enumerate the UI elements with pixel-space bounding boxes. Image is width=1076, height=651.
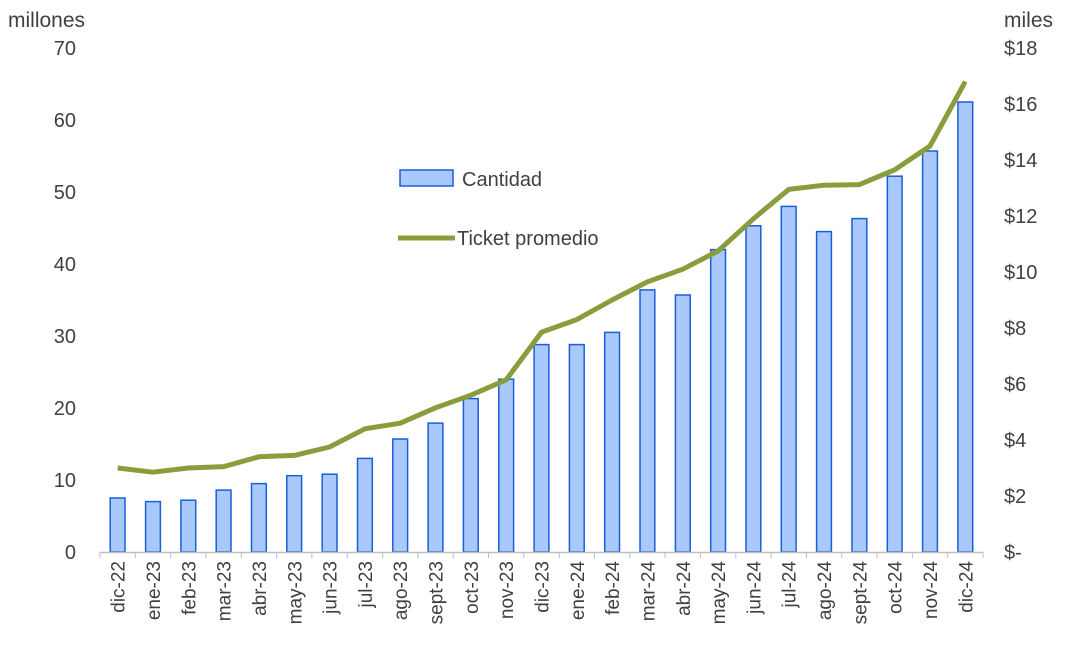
- x-tick-label: oct-24: [886, 561, 907, 614]
- bar: [886, 175, 903, 553]
- bar: [780, 205, 797, 553]
- bar: [709, 248, 727, 553]
- x-tick-label: abr-24: [674, 561, 695, 616]
- bar: [921, 150, 939, 553]
- bar: [851, 217, 868, 553]
- right-axis-tick-label: $4: [1004, 430, 1026, 452]
- x-tick-label: jun-23: [321, 561, 342, 615]
- x-tick-label: jul-23: [356, 561, 377, 608]
- bar: [815, 230, 833, 553]
- right-axis-tick-label: $16: [1004, 94, 1037, 116]
- x-tick-label: mar-24: [639, 561, 660, 622]
- right-axis-tick-label: $-: [1004, 542, 1022, 564]
- left-axis-tick-label: 0: [65, 542, 76, 564]
- x-tick-label: mar-23: [215, 561, 236, 621]
- x-tick-label: ene-23: [144, 561, 165, 620]
- right-axis-tick-label: $12: [1004, 206, 1037, 228]
- x-tick-label: sept-23: [427, 561, 448, 624]
- bar: [568, 343, 585, 553]
- bar: [533, 343, 550, 553]
- ticket-promedio-line: [117, 80, 968, 475]
- bar: [286, 474, 303, 553]
- x-tick-label: abr-23: [250, 561, 271, 616]
- x-tick-label: dic-23: [533, 561, 554, 613]
- bar: [498, 378, 515, 553]
- left-axis-unit-label: millones: [8, 9, 85, 32]
- legend: Cantidad Ticket promedio: [398, 169, 599, 250]
- left-axis-tick-label: 20: [54, 398, 76, 420]
- left-axis-tick-label: 10: [54, 470, 76, 492]
- right-axis-ticks: $- $2 $4 $6 $8 $10 $12 $14 $16 $18: [1004, 38, 1037, 564]
- left-axis-ticks: 0 10 20 30 40 50 60 70: [54, 38, 76, 564]
- bar: [427, 422, 444, 553]
- bar: [603, 331, 621, 553]
- right-axis-tick-label: $10: [1004, 262, 1037, 284]
- right-axis-tick-label: $6: [1004, 374, 1026, 396]
- bar: [957, 101, 974, 553]
- x-tick-label: sept-24: [850, 561, 871, 625]
- right-axis-tick-label: $8: [1004, 318, 1026, 340]
- x-tick-label: jun-24: [744, 561, 765, 615]
- bar: [745, 225, 762, 553]
- right-axis-tick-label: $2: [1004, 486, 1026, 508]
- left-axis-tick-label: 60: [54, 110, 76, 132]
- line-series-ticket-promedio: [117, 80, 968, 475]
- legend-label-cantidad: Cantidad: [462, 169, 542, 191]
- x-tick-label: feb-23: [179, 561, 200, 615]
- bar: [144, 500, 162, 553]
- bar: [180, 499, 197, 553]
- bar: [356, 457, 374, 553]
- x-tick-label: nov-23: [497, 561, 518, 619]
- x-tick-label: feb-24: [603, 561, 624, 615]
- bar: [392, 438, 409, 553]
- legend-label-ticket-promedio: Ticket promedio: [457, 228, 599, 250]
- bar: [109, 497, 126, 553]
- right-axis-tick-label: $18: [1004, 38, 1037, 60]
- x-tick-label: dic-22: [109, 561, 130, 613]
- x-tick-label: may-23: [285, 561, 306, 624]
- left-axis-tick-label: 50: [54, 182, 76, 204]
- x-tick-label: may-24: [709, 561, 730, 625]
- x-axis-ticks: dic-22 ene-23 feb-23 mar-23 abr-23 may-23 jun-…: [99, 552, 984, 625]
- right-axis-unit-label: miles: [1004, 9, 1053, 32]
- bar: [321, 473, 338, 553]
- left-axis-tick-label: 30: [54, 326, 76, 348]
- bar: [215, 489, 232, 553]
- x-tick-label: ene-24: [568, 561, 589, 621]
- right-axis-tick-label: $14: [1004, 150, 1037, 172]
- x-tick-label: ago-23: [391, 561, 412, 620]
- x-tick-label: nov-24: [921, 561, 942, 620]
- bar: [250, 482, 268, 553]
- left-axis-tick-label: 70: [54, 38, 76, 60]
- x-tick-label: dic-24: [956, 561, 977, 613]
- x-tick-label: ago-24: [815, 561, 836, 621]
- bar: [462, 397, 479, 553]
- left-axis-tick-label: 40: [54, 254, 76, 276]
- x-tick-label: jul-24: [780, 561, 801, 609]
- x-tick-label: oct-23: [462, 561, 483, 614]
- legend-swatch-cantidad: [399, 169, 454, 187]
- bar: [674, 294, 691, 553]
- bar: [639, 289, 656, 553]
